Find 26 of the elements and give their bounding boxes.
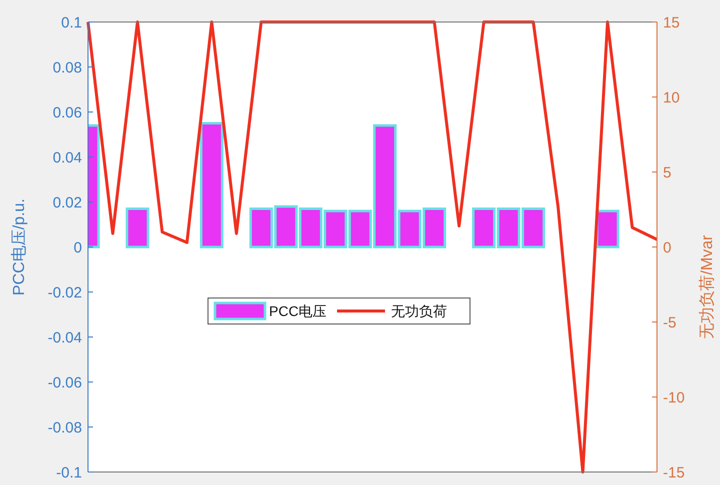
y2-tick-label: 5 (663, 164, 672, 182)
y-axis-title: PCC电压/p.u. (10, 198, 28, 296)
y-tick-label: 0.08 (52, 59, 82, 76)
y2-tick-label: 0 (663, 239, 672, 256)
y-tick-label: -0.08 (48, 419, 82, 436)
legend-label: 无功负荷 (391, 302, 447, 319)
y-tick-label: 0 (74, 239, 82, 256)
legend-label: PCC电压 (269, 302, 327, 319)
y2-tick-label: 10 (663, 89, 680, 106)
y-tick-label: 0.1 (61, 14, 82, 32)
bar (126, 208, 150, 248)
y2-tick-label: 15 (663, 14, 680, 32)
bar (596, 210, 620, 248)
line-series (86, 20, 658, 474)
y-tick-label: -0.06 (48, 374, 82, 392)
y-tick-label: 0.04 (52, 149, 82, 166)
bar (200, 122, 224, 248)
y2-tick-label: -5 (663, 314, 676, 332)
y2-tick-label: -10 (663, 389, 685, 406)
y2-axis-title: 无功负荷/Mvar (698, 234, 716, 339)
y-tick-label: 0.06 (52, 104, 82, 122)
y-tick-label: 0.02 (52, 194, 82, 212)
y-tick-label: -0.1 (56, 464, 82, 482)
y2-tick-label: -15 (663, 464, 685, 482)
y-tick-label: -0.04 (48, 329, 82, 346)
y-tick-label: -0.02 (48, 284, 82, 302)
